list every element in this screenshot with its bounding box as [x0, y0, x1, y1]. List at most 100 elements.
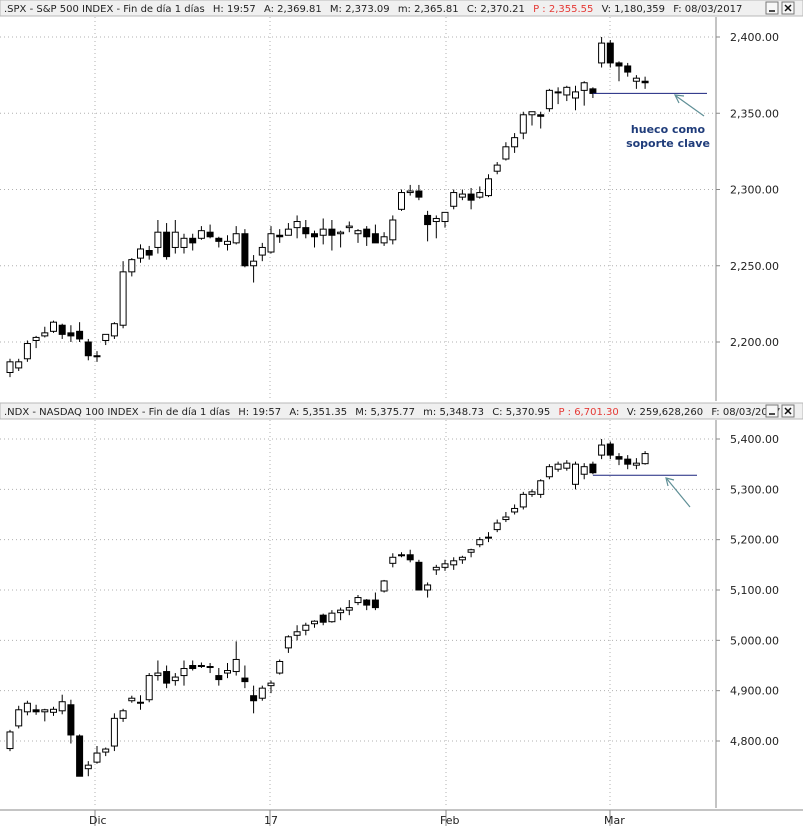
candle: [450, 189, 458, 210]
candle: [76, 734, 84, 777]
candle: [406, 549, 414, 563]
candle: [641, 76, 649, 89]
candle-body: [502, 146, 510, 160]
candle: [189, 660, 197, 671]
candle-body: [328, 228, 336, 236]
candle: [311, 230, 318, 248]
header-date: F: 08/03/2017: [711, 407, 780, 418]
candle-body: [502, 516, 510, 521]
candle: [41, 708, 49, 722]
candle-body: [137, 701, 144, 704]
candle: [493, 162, 501, 175]
candle-body: [563, 86, 571, 96]
candle-body: [389, 219, 397, 241]
candle: [363, 226, 371, 246]
candle: [415, 184, 423, 201]
candle: [467, 548, 475, 558]
candle: [337, 607, 345, 621]
candle: [206, 662, 214, 674]
candle: [163, 223, 171, 260]
y-tick-label: 2,400.00: [730, 31, 779, 44]
candle-body: [371, 233, 379, 244]
candle-body: [519, 493, 527, 508]
candle-body: [354, 597, 362, 604]
candle: [371, 224, 379, 244]
candle: [145, 673, 153, 703]
candle-body: [493, 164, 501, 172]
annotation-line-2: soporte clave: [626, 137, 710, 150]
candle-body: [58, 701, 66, 712]
candle-body: [537, 114, 545, 117]
candle: [545, 464, 553, 480]
candle: [84, 761, 92, 777]
candle: [615, 61, 623, 82]
candle: [502, 511, 510, 523]
candle: [50, 706, 57, 716]
candle: [276, 659, 284, 675]
candle-body: [276, 660, 284, 674]
candle: [485, 532, 492, 543]
candle-body: [76, 735, 84, 777]
candle: [563, 460, 571, 471]
header-p-value: P : 2,355.55: [533, 4, 593, 15]
candle: [424, 210, 432, 242]
svg-text:.SPX - S&P 500 INDEX - Fin de: .SPX - S&P 500 INDEX - Fin de día 1 días…: [4, 3, 742, 15]
candle: [606, 441, 614, 460]
candle: [276, 229, 284, 243]
candle: [328, 610, 336, 623]
candle: [197, 662, 205, 669]
candle: [598, 37, 606, 68]
candle-body: [528, 491, 536, 495]
candle-body: [467, 549, 475, 553]
candle-body: [224, 670, 231, 674]
candle-body: [171, 676, 179, 682]
candle: [67, 699, 75, 744]
candle-body: [606, 42, 614, 64]
candle: [232, 226, 240, 245]
candle: [632, 75, 640, 89]
ndx-plot-area: 4,800.00 4,900.00 5,000.00 5,100.00 5,200.00…: [0, 420, 779, 808]
close-button[interactable]: [781, 1, 795, 15]
candle-body: [424, 214, 432, 226]
candle: [380, 579, 388, 593]
candle: [528, 111, 536, 126]
candle-body: [293, 631, 301, 636]
candle-body: [319, 614, 327, 623]
candle-body: [128, 259, 136, 273]
candle: [154, 220, 162, 254]
header-high: M: 2,373.09: [330, 4, 390, 15]
candle: [284, 635, 292, 653]
candle: [302, 220, 310, 239]
candle-body: [293, 221, 301, 229]
candle-body: [102, 748, 110, 753]
close-button[interactable]: [781, 404, 795, 418]
minimize-button[interactable]: [765, 404, 779, 418]
candle: [606, 40, 614, 68]
candle: [215, 236, 223, 248]
candle: [389, 215, 397, 245]
candle: [58, 694, 66, 715]
candle-body: [137, 248, 144, 259]
candle-body: [545, 466, 553, 478]
candle: [415, 559, 423, 591]
candle: [180, 233, 188, 254]
minimize-button[interactable]: [765, 1, 779, 15]
candle-body: [563, 462, 571, 469]
header-low: m: 5,348.73: [423, 407, 484, 418]
candle-body: [345, 607, 353, 611]
panel-header-ndx: .NDX - NASDAQ 100 INDEX - Fin de día 1 d…: [0, 402, 803, 420]
candle-body: [50, 708, 57, 713]
candle-body: [493, 522, 501, 531]
candle: [267, 680, 275, 694]
candle: [41, 326, 49, 338]
candle: [224, 662, 231, 679]
candle: [580, 81, 588, 106]
candle: [511, 504, 519, 515]
candle: [476, 186, 484, 199]
candle-body: [50, 321, 57, 332]
candle: [345, 221, 353, 233]
y-tick-label: 2,350.00: [730, 107, 779, 120]
candle: [293, 215, 301, 239]
candle: [32, 704, 40, 715]
candle-body: [119, 710, 127, 719]
